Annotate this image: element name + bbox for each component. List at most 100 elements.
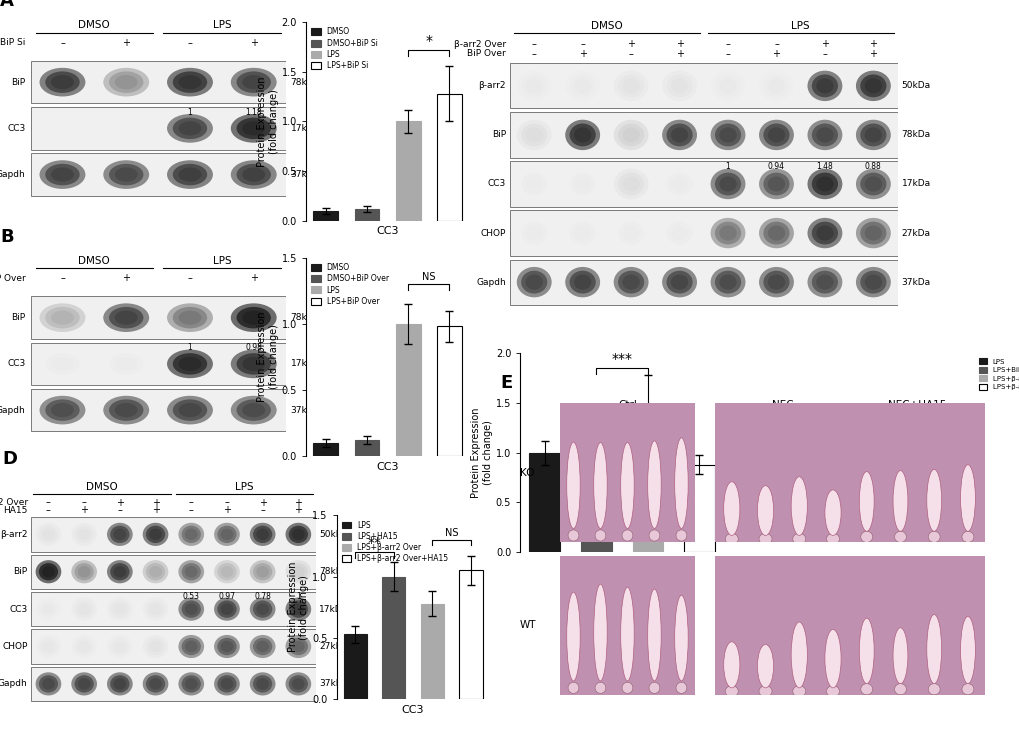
- Ellipse shape: [762, 124, 789, 146]
- Ellipse shape: [39, 675, 58, 693]
- Ellipse shape: [42, 641, 55, 652]
- Ellipse shape: [181, 526, 201, 543]
- Bar: [31, 592, 316, 626]
- Ellipse shape: [960, 464, 974, 531]
- Ellipse shape: [110, 675, 129, 693]
- Legend: LPS, LPS+HA15, LPS+β-arr2 Over, LPS+β-arr2 Over+HA15: LPS, LPS+HA15, LPS+β-arr2 Over, LPS+β-ar…: [340, 519, 449, 565]
- Text: 0.88: 0.88: [864, 162, 880, 171]
- Ellipse shape: [621, 442, 634, 528]
- Ellipse shape: [250, 598, 275, 620]
- Ellipse shape: [927, 684, 940, 695]
- Ellipse shape: [565, 71, 599, 101]
- Ellipse shape: [230, 350, 276, 378]
- Ellipse shape: [525, 275, 542, 290]
- Ellipse shape: [961, 684, 973, 695]
- X-axis label: CC3: CC3: [376, 227, 398, 236]
- Ellipse shape: [674, 595, 688, 681]
- Ellipse shape: [149, 604, 162, 615]
- Text: BiP Over: BiP Over: [0, 274, 25, 283]
- Ellipse shape: [574, 177, 591, 191]
- Bar: [510, 63, 897, 108]
- Bar: [510, 113, 897, 158]
- Text: CHOP: CHOP: [480, 229, 505, 238]
- Ellipse shape: [184, 566, 198, 578]
- Ellipse shape: [184, 528, 198, 540]
- Ellipse shape: [521, 271, 547, 294]
- Ellipse shape: [103, 396, 149, 425]
- Text: 78kDa: 78kDa: [290, 78, 320, 87]
- Text: LPS: LPS: [791, 21, 809, 31]
- Text: –: –: [580, 39, 585, 49]
- Text: 27kDa: 27kDa: [319, 642, 347, 651]
- Text: BiP: BiP: [11, 314, 25, 322]
- Bar: [31, 107, 285, 149]
- Ellipse shape: [613, 267, 648, 297]
- Ellipse shape: [230, 396, 276, 425]
- Ellipse shape: [39, 638, 58, 655]
- Ellipse shape: [184, 604, 198, 615]
- Ellipse shape: [807, 267, 842, 297]
- Ellipse shape: [74, 675, 94, 693]
- Ellipse shape: [167, 160, 213, 189]
- Ellipse shape: [184, 641, 198, 652]
- Ellipse shape: [758, 169, 793, 199]
- Ellipse shape: [574, 127, 591, 143]
- Ellipse shape: [710, 169, 745, 199]
- Bar: [529, 453, 559, 552]
- Ellipse shape: [285, 672, 311, 696]
- Ellipse shape: [864, 225, 881, 241]
- Ellipse shape: [725, 686, 738, 697]
- Ellipse shape: [855, 71, 890, 101]
- Ellipse shape: [115, 311, 138, 325]
- Bar: [436, 93, 462, 221]
- Bar: [421, 604, 443, 699]
- Text: +: +: [223, 505, 230, 515]
- Text: –: –: [260, 505, 265, 515]
- Ellipse shape: [565, 267, 599, 297]
- Text: +: +: [868, 49, 876, 59]
- Ellipse shape: [613, 71, 648, 101]
- Ellipse shape: [593, 584, 606, 681]
- Ellipse shape: [288, 526, 308, 543]
- Text: Gapdh: Gapdh: [476, 277, 505, 286]
- Ellipse shape: [178, 121, 202, 135]
- Text: β-arr2 Over: β-arr2 Over: [453, 40, 505, 49]
- Bar: [395, 121, 420, 221]
- Ellipse shape: [109, 71, 144, 93]
- Text: CHOP: CHOP: [2, 642, 28, 651]
- Ellipse shape: [824, 629, 841, 688]
- Ellipse shape: [39, 526, 58, 543]
- Ellipse shape: [661, 267, 696, 297]
- Ellipse shape: [567, 592, 580, 681]
- Ellipse shape: [757, 645, 772, 688]
- Ellipse shape: [71, 523, 97, 546]
- Ellipse shape: [288, 638, 308, 655]
- Text: 0.98: 0.98: [245, 343, 262, 352]
- Bar: [31, 297, 285, 339]
- Ellipse shape: [807, 120, 842, 150]
- Ellipse shape: [113, 641, 126, 652]
- Ellipse shape: [762, 222, 789, 244]
- Ellipse shape: [859, 173, 886, 196]
- Ellipse shape: [149, 566, 162, 578]
- Ellipse shape: [113, 604, 126, 615]
- Text: –: –: [82, 498, 87, 508]
- Ellipse shape: [107, 672, 132, 696]
- Ellipse shape: [569, 271, 595, 294]
- Ellipse shape: [51, 311, 74, 325]
- Ellipse shape: [167, 114, 213, 143]
- Ellipse shape: [864, 177, 881, 191]
- Ellipse shape: [722, 642, 739, 688]
- Text: DMSO: DMSO: [78, 21, 110, 30]
- Text: +: +: [152, 498, 159, 508]
- Text: **: **: [367, 536, 381, 551]
- Ellipse shape: [77, 566, 91, 578]
- Ellipse shape: [115, 75, 138, 89]
- Ellipse shape: [109, 353, 144, 375]
- Ellipse shape: [107, 635, 132, 658]
- Text: C: C: [471, 0, 484, 3]
- Ellipse shape: [893, 470, 907, 531]
- Ellipse shape: [71, 672, 97, 696]
- Text: –: –: [224, 498, 229, 508]
- Ellipse shape: [618, 124, 644, 146]
